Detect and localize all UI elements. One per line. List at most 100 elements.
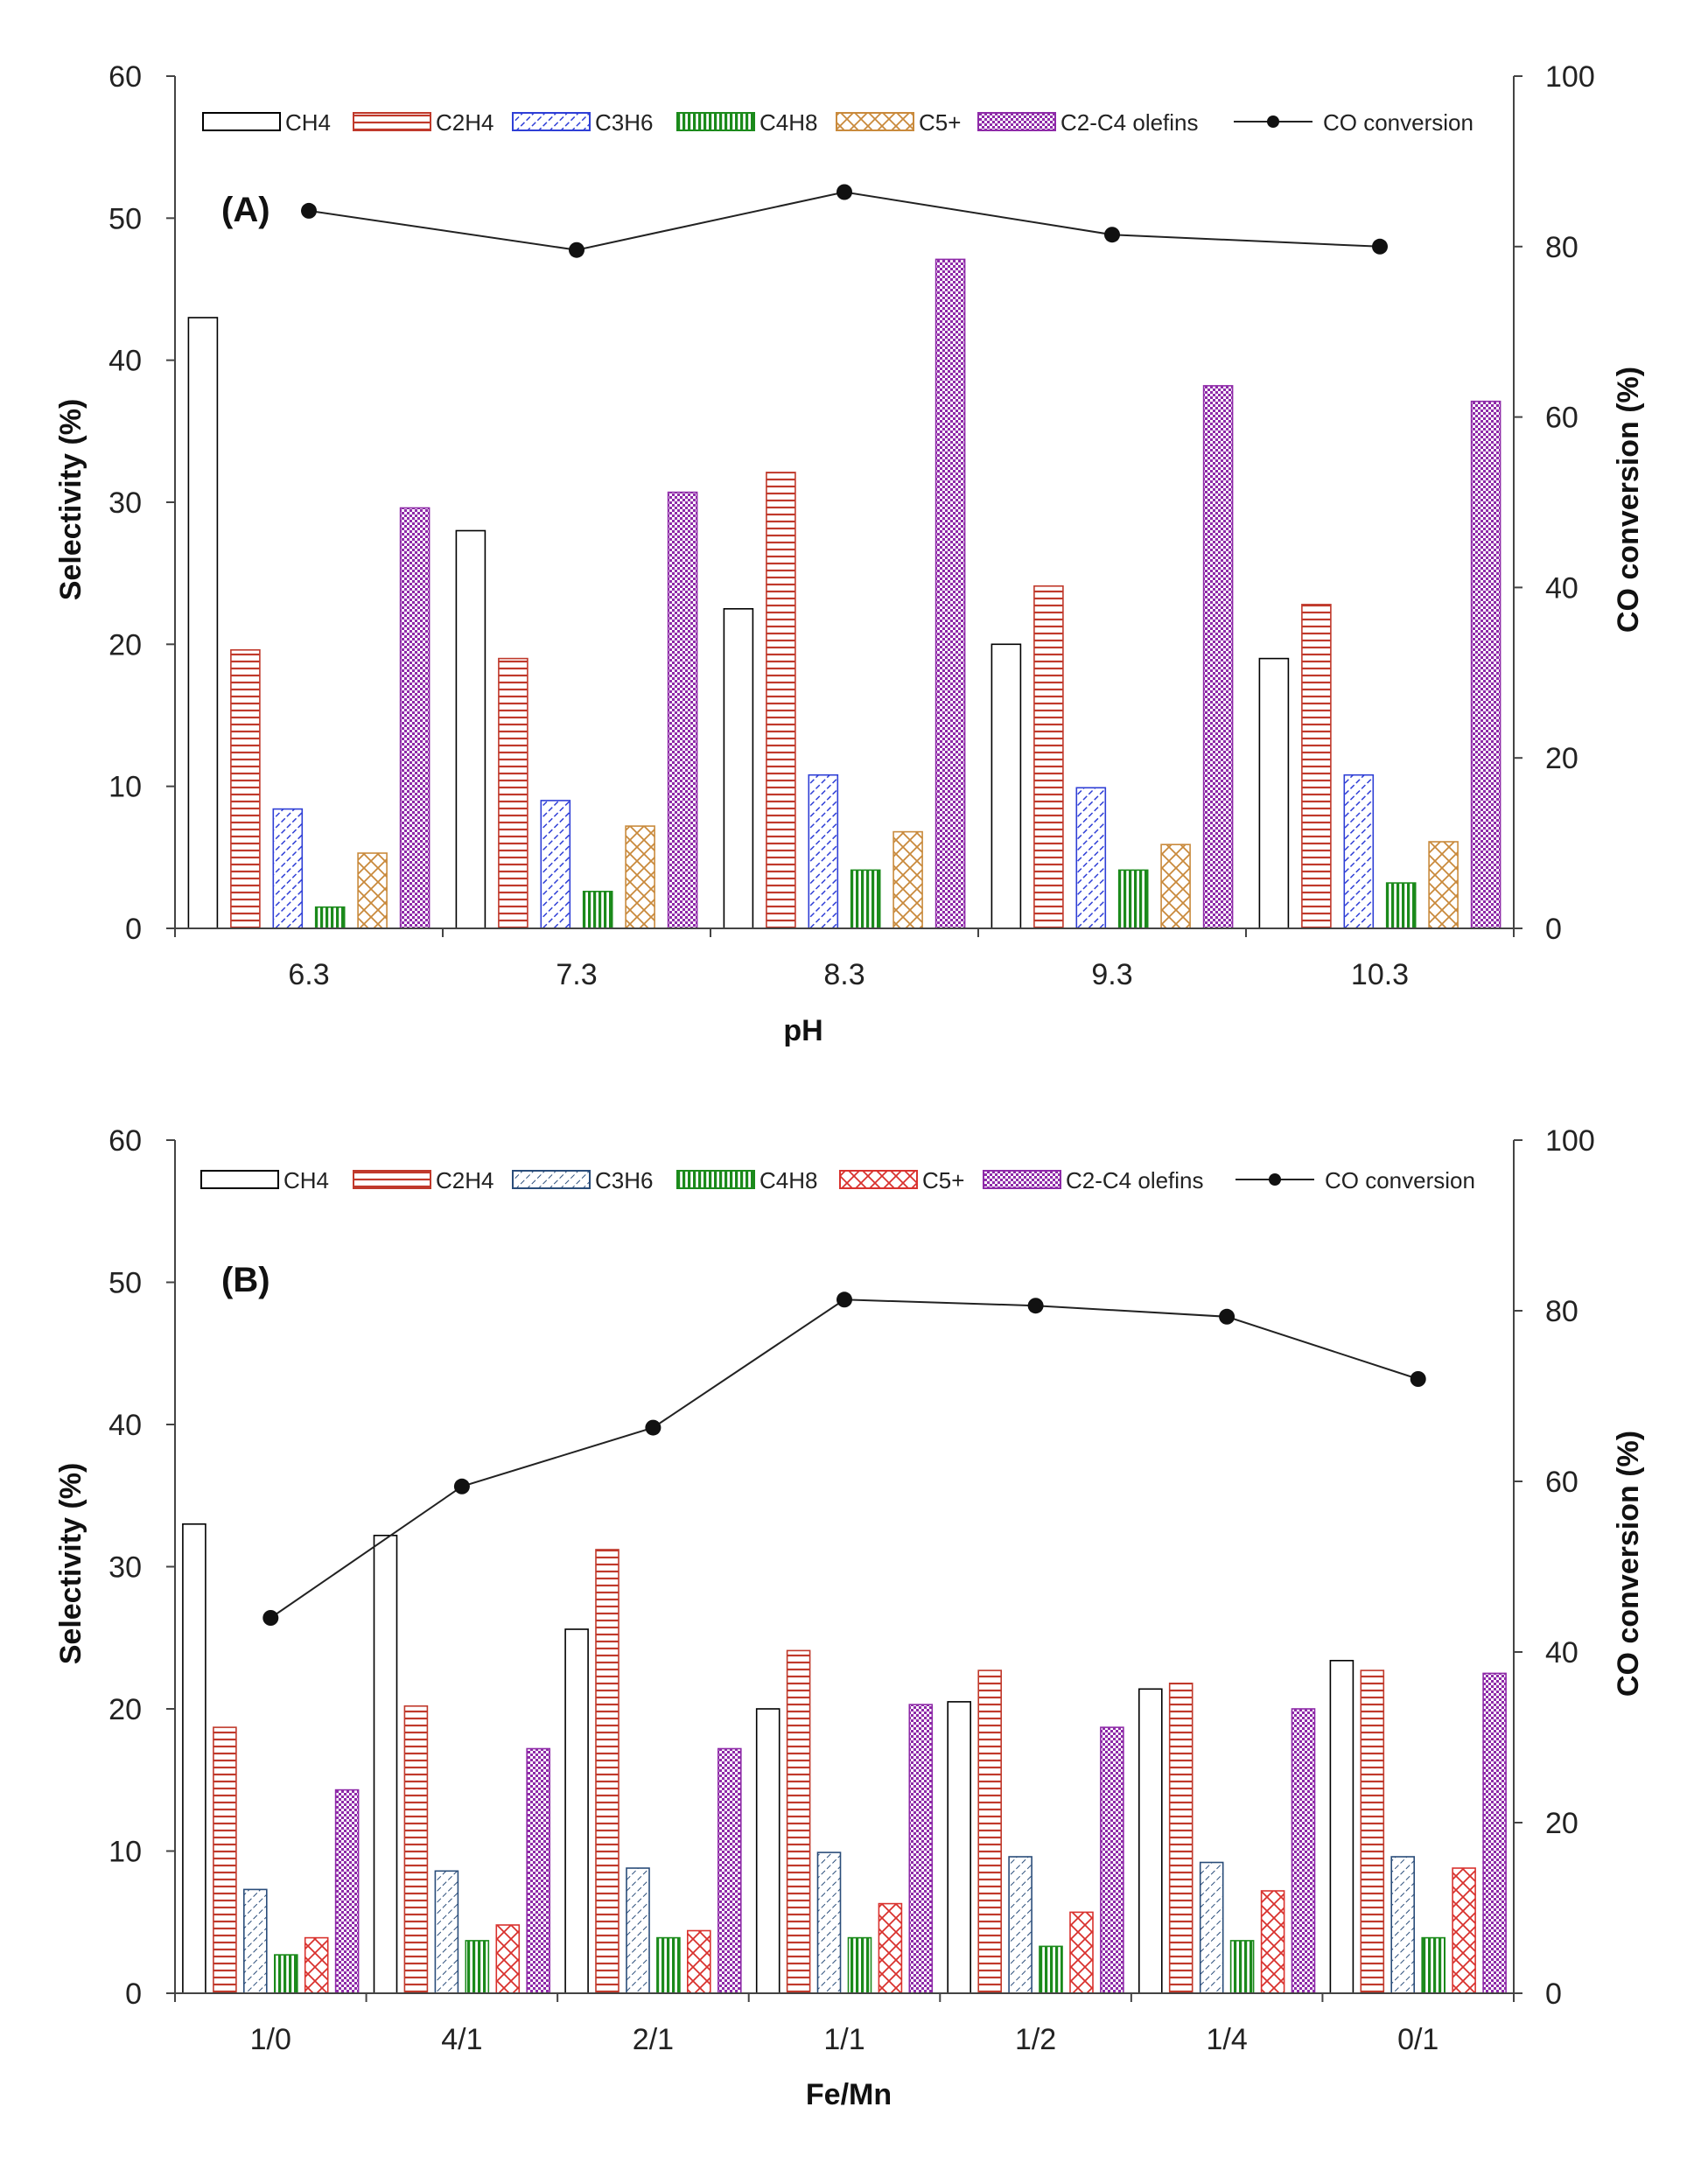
legend-label-c5plus: C5+ bbox=[919, 109, 961, 136]
bar-c5plus-7-3 bbox=[625, 825, 655, 929]
legend-label-c3h6: C3H6 bbox=[595, 109, 653, 136]
y2-tick-label: 100 bbox=[1545, 60, 1595, 94]
legend-swatch-c2-c4-olefins bbox=[977, 112, 1056, 131]
x-tick-label-10-3: 10.3 bbox=[1351, 958, 1409, 991]
co-conversion-point-6-3 bbox=[301, 202, 317, 219]
legend-swatch-c5plus bbox=[836, 112, 914, 131]
legend-swatch-ch4 bbox=[202, 112, 281, 131]
panel-b-co-conversion-line bbox=[262, 1292, 1426, 1626]
y-tick-label: 10 bbox=[108, 1836, 142, 1869]
bar-c4h8-1-1 bbox=[847, 1936, 872, 1994]
legend-swatch-c4h8 bbox=[676, 1170, 755, 1189]
x-tick-label-7-3: 7.3 bbox=[556, 958, 597, 991]
co-conversion-point-8-3 bbox=[836, 184, 852, 200]
x-tick-label-1-0: 1/0 bbox=[250, 2023, 291, 2056]
y2-tick-label: 40 bbox=[1545, 571, 1578, 605]
legend-label-ch4: CH4 bbox=[285, 109, 331, 136]
panel-b-x-ticks: 1/0 4/1 2/1 1/1 1/2 1/4 0/1 bbox=[174, 1993, 1515, 2056]
bar-c3h6-2-1 bbox=[626, 1867, 650, 1994]
y2-tick-label: 0 bbox=[1545, 1978, 1562, 2011]
panel-a-legend: CH4 C2H4 C3H6 C4H8 C5+ C2-C4 olefins CO … bbox=[202, 109, 1474, 136]
panel-a-x-axis-title: pH bbox=[783, 1014, 822, 1047]
y2-tick-label: 100 bbox=[1545, 1124, 1595, 1158]
y2-tick-label: 0 bbox=[1545, 913, 1562, 946]
bar-c2h4-0-1 bbox=[1360, 1670, 1385, 1994]
panel-a-label: (A) bbox=[221, 191, 270, 229]
co-conversion-line bbox=[270, 1298, 1419, 1619]
bar-c3h6-0-1 bbox=[1390, 1856, 1415, 1994]
co-conversion-line bbox=[308, 191, 1381, 251]
panel-a-y2-ticks: 0 20 40 60 80 100 bbox=[1514, 60, 1595, 946]
y2-tick-label: 20 bbox=[1545, 742, 1578, 775]
legend-label-c2-c4-olefins: C2-C4 olefins bbox=[1060, 109, 1199, 136]
co-conversion-point-4-1 bbox=[453, 1478, 470, 1494]
bar-c5plus-1-1 bbox=[878, 1902, 903, 1994]
bar-c4h8-2-1 bbox=[656, 1936, 681, 1994]
bar-c2-c4-olefins-8-3 bbox=[934, 258, 966, 929]
bar-c2-c4-olefins-7-3 bbox=[667, 491, 698, 929]
bar-c2-c4-olefins-2-1 bbox=[717, 1747, 742, 1994]
bar-c5plus-1-4 bbox=[1260, 1890, 1285, 1994]
bar-c2-c4-olefins-6-3 bbox=[399, 507, 430, 929]
bar-ch4-8-3 bbox=[723, 607, 754, 929]
y-tick-label: 30 bbox=[108, 1551, 142, 1585]
bar-c5plus-10-3 bbox=[1428, 841, 1459, 929]
co-conversion-point-1-4 bbox=[1219, 1308, 1236, 1325]
bar-c3h6-1-4 bbox=[1199, 1861, 1224, 1994]
y2-tick-label: 60 bbox=[1545, 402, 1578, 435]
bar-ch4-7-3 bbox=[455, 529, 486, 929]
co-conversion-point-9-3 bbox=[1104, 227, 1120, 243]
legend-label-ch4: CH4 bbox=[284, 1167, 329, 1194]
legend-label-co-conversion: CO conversion bbox=[1325, 1167, 1475, 1194]
co-conversion-point-1-0 bbox=[262, 1610, 279, 1626]
co-conversion-point-7-3 bbox=[569, 242, 584, 258]
y-tick-label: 60 bbox=[108, 1124, 142, 1158]
bar-c3h6-7-3 bbox=[540, 800, 571, 929]
panel-a-bars bbox=[187, 258, 1502, 929]
y2-tick-label: 60 bbox=[1545, 1466, 1578, 1499]
bar-c5plus-8-3 bbox=[892, 830, 923, 929]
co-conversion-point-0-1 bbox=[1410, 1371, 1426, 1387]
legend-label-c4h8: C4H8 bbox=[760, 1167, 817, 1194]
bar-c3h6-1-1 bbox=[816, 1852, 842, 1994]
bar-c4h8-1-0 bbox=[273, 1954, 298, 1994]
bar-c2h4-10-3 bbox=[1301, 604, 1332, 929]
bar-ch4-4-1 bbox=[373, 1535, 398, 1994]
bar-c2h4-2-1 bbox=[595, 1549, 620, 1994]
bar-ch4-1-2 bbox=[947, 1701, 971, 1994]
y-tick-label: 20 bbox=[108, 628, 142, 662]
bar-ch4-1-4 bbox=[1138, 1688, 1163, 1994]
bar-c2h4-1-4 bbox=[1168, 1683, 1194, 1994]
co-conversion-point-2-1 bbox=[645, 1419, 662, 1436]
x-tick-label-9-3: 9.3 bbox=[1091, 958, 1132, 991]
y-tick-label: 10 bbox=[108, 771, 142, 804]
bar-ch4-6-3 bbox=[187, 317, 219, 929]
legend-swatch-c2h4 bbox=[353, 1170, 431, 1189]
co-conversion-point-1-1 bbox=[836, 1292, 852, 1308]
panel-b-y-axis-title: Selectivity (%) bbox=[54, 1463, 88, 1665]
bar-c4h8-9-3 bbox=[1117, 869, 1149, 929]
bar-c2h4-7-3 bbox=[498, 657, 528, 929]
bar-ch4-10-3 bbox=[1258, 657, 1290, 929]
legend-label-c2h4: C2H4 bbox=[436, 109, 494, 136]
bar-ch4-1-1 bbox=[755, 1708, 780, 1994]
bar-c5plus-9-3 bbox=[1160, 844, 1191, 929]
y2-tick-label: 40 bbox=[1545, 1636, 1578, 1670]
bar-c5plus-2-1 bbox=[686, 1929, 711, 1994]
y-tick-label: 60 bbox=[108, 60, 142, 94]
bar-c2-c4-olefins-0-1 bbox=[1482, 1672, 1507, 1994]
legend-label-c2-c4-olefins: C2-C4 olefins bbox=[1066, 1167, 1204, 1194]
bar-c4h8-10-3 bbox=[1385, 882, 1417, 929]
bar-ch4-9-3 bbox=[990, 643, 1022, 929]
bar-c2h4-9-3 bbox=[1033, 584, 1064, 929]
bar-c4h8-6-3 bbox=[314, 906, 346, 929]
panel-a-co-conversion-line bbox=[301, 184, 1388, 258]
y2-tick-label: 80 bbox=[1545, 1295, 1578, 1328]
bar-c2h4-4-1 bbox=[403, 1705, 429, 1994]
legend-label-c3h6: C3H6 bbox=[595, 1167, 653, 1194]
bar-c3h6-4-1 bbox=[434, 1870, 459, 1994]
y-tick-label: 30 bbox=[108, 486, 142, 520]
bar-c2-c4-olefins-4-1 bbox=[526, 1747, 551, 1994]
x-tick-label-0-1: 0/1 bbox=[1397, 2023, 1438, 2056]
